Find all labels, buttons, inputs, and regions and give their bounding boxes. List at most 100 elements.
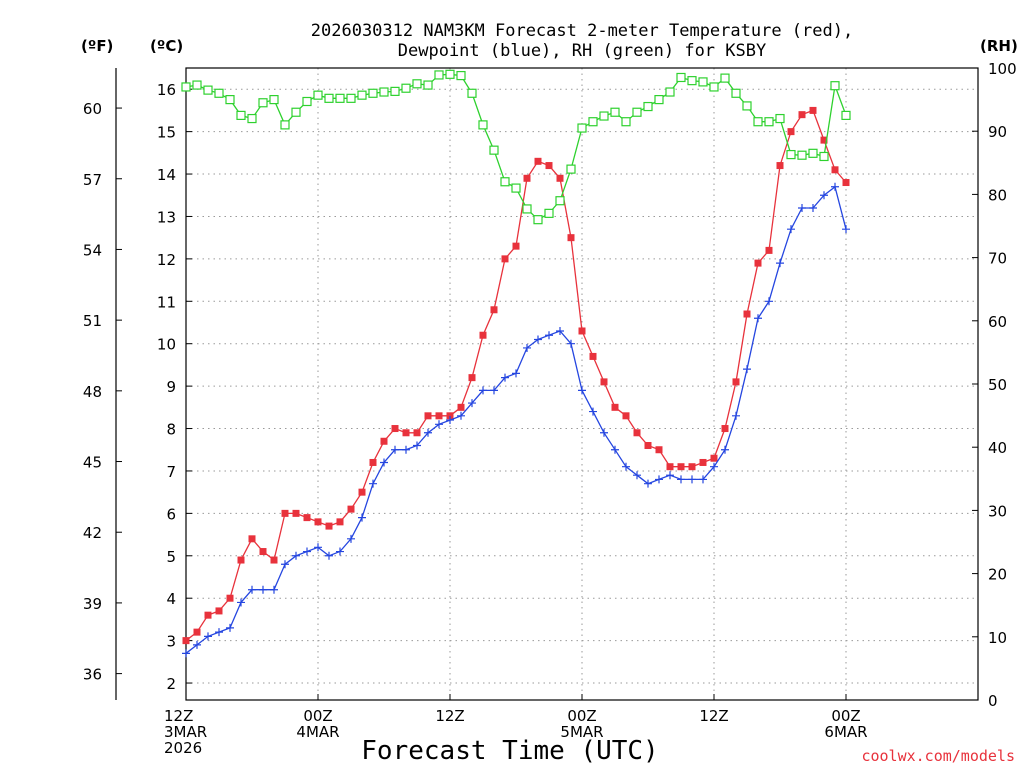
chart-title: 2026030312 NAM3KM Forecast 2-meter Tempe… bbox=[311, 21, 853, 61]
temperature-point bbox=[754, 259, 762, 267]
title-line-2: Dewpoint (blue), RH (green) for KSBY bbox=[398, 41, 766, 61]
rh-point bbox=[621, 117, 631, 127]
temperature-point bbox=[820, 136, 828, 144]
celsius-tick-label: 8 bbox=[166, 421, 176, 439]
rh-point bbox=[236, 110, 246, 121]
rh-tick-label: 10 bbox=[988, 629, 1007, 647]
rh-point bbox=[720, 73, 730, 83]
temperature-point bbox=[358, 488, 366, 496]
temperature-point bbox=[809, 106, 817, 114]
dewpoint-point bbox=[446, 416, 454, 425]
rh-point bbox=[357, 90, 367, 100]
temperature-point bbox=[281, 509, 289, 517]
dewpoint-point bbox=[479, 386, 487, 395]
series-line-open-square bbox=[185, 73, 847, 221]
temperature-point bbox=[721, 425, 729, 433]
x-axis-title: Forecast Time (UTC) bbox=[361, 736, 658, 766]
temperature-point bbox=[380, 437, 388, 445]
dewpoint-point bbox=[831, 182, 839, 191]
rh-point bbox=[423, 80, 433, 90]
rh-point bbox=[269, 94, 279, 105]
rh-point bbox=[698, 77, 708, 87]
rh-tick-label: 40 bbox=[988, 439, 1007, 457]
temperature-point bbox=[424, 412, 432, 420]
dewpoint-point bbox=[820, 191, 828, 200]
dewpoint-point bbox=[710, 462, 718, 471]
dewpoint-point bbox=[567, 339, 575, 348]
temperature-point bbox=[666, 463, 674, 471]
dewpoint-point bbox=[457, 411, 465, 420]
rh-point bbox=[731, 88, 741, 98]
dewpoint-point bbox=[215, 628, 223, 637]
dewpoint-point bbox=[578, 386, 586, 395]
rh-point bbox=[401, 83, 411, 93]
rh-point bbox=[456, 70, 466, 81]
temperature-point bbox=[204, 611, 212, 619]
dewpoint-point bbox=[347, 534, 355, 543]
dewpoint-point bbox=[600, 428, 608, 437]
rh-point bbox=[203, 85, 213, 95]
dewpoint-point bbox=[556, 326, 564, 335]
credit-link[interactable]: coolwx.com/models bbox=[861, 747, 1015, 765]
rh-point bbox=[500, 177, 510, 187]
rh-tick-label: 30 bbox=[988, 502, 1007, 520]
series-0 bbox=[182, 106, 850, 645]
rh-point bbox=[390, 86, 400, 96]
x-tick-label: 00Z bbox=[303, 707, 332, 725]
temperature-point bbox=[336, 518, 344, 526]
rh-point bbox=[797, 150, 807, 160]
dewpoint-point bbox=[721, 445, 729, 454]
temperature-point bbox=[226, 594, 234, 602]
rh-point bbox=[764, 117, 774, 127]
rh-point bbox=[808, 148, 818, 158]
rh-tick-label: 50 bbox=[988, 376, 1007, 394]
temperature-point bbox=[589, 352, 597, 360]
dewpoint-point bbox=[303, 547, 311, 556]
dewpoint-point bbox=[248, 585, 256, 594]
temperature-point bbox=[545, 162, 553, 170]
rh-tick-label: 0 bbox=[988, 692, 998, 710]
fahrenheit-tick-label: 54 bbox=[83, 241, 102, 259]
temperature-point bbox=[292, 509, 300, 517]
temperature-point bbox=[831, 166, 839, 174]
dewpoint-point bbox=[391, 445, 399, 454]
temperature-point bbox=[259, 548, 267, 556]
x-tick-label: 2026 bbox=[164, 739, 202, 757]
dewpoint-point bbox=[226, 623, 234, 632]
rh-point bbox=[302, 96, 312, 107]
x-tick-label: 12Z bbox=[699, 707, 728, 725]
temperature-point bbox=[413, 429, 421, 437]
dewpoint-point bbox=[402, 445, 410, 454]
series bbox=[181, 69, 851, 658]
dewpoint-point bbox=[358, 513, 366, 522]
rh-point bbox=[643, 101, 653, 112]
celsius-unit-label: (ºC) bbox=[150, 37, 183, 55]
temperature-point bbox=[765, 246, 773, 254]
dewpoint-point bbox=[270, 585, 278, 594]
temperature-point bbox=[644, 442, 652, 450]
temperature-point bbox=[435, 412, 443, 420]
rh-point bbox=[379, 87, 389, 97]
x-tick-label: 12Z bbox=[164, 707, 193, 725]
x-tick-label: 00Z bbox=[831, 707, 860, 725]
temperature-point bbox=[787, 128, 795, 136]
dewpoint-point bbox=[182, 649, 190, 658]
grid bbox=[186, 68, 978, 700]
celsius-tick-label: 14 bbox=[157, 166, 176, 184]
temperature-point bbox=[391, 425, 399, 433]
temperature-point bbox=[314, 518, 322, 526]
rh-point bbox=[434, 70, 444, 80]
celsius-tick-label: 12 bbox=[157, 251, 176, 269]
rh-point bbox=[368, 88, 378, 98]
dewpoint-point bbox=[512, 369, 520, 378]
dewpoint-point bbox=[435, 420, 443, 429]
dewpoint-point bbox=[424, 428, 432, 437]
dewpoint-point bbox=[677, 475, 685, 484]
temperature-point bbox=[182, 637, 190, 645]
x-tick-label: 4MAR bbox=[296, 723, 339, 741]
temperature-point bbox=[710, 454, 718, 462]
celsius-tick-label: 3 bbox=[166, 633, 176, 651]
rh-point bbox=[599, 111, 609, 121]
